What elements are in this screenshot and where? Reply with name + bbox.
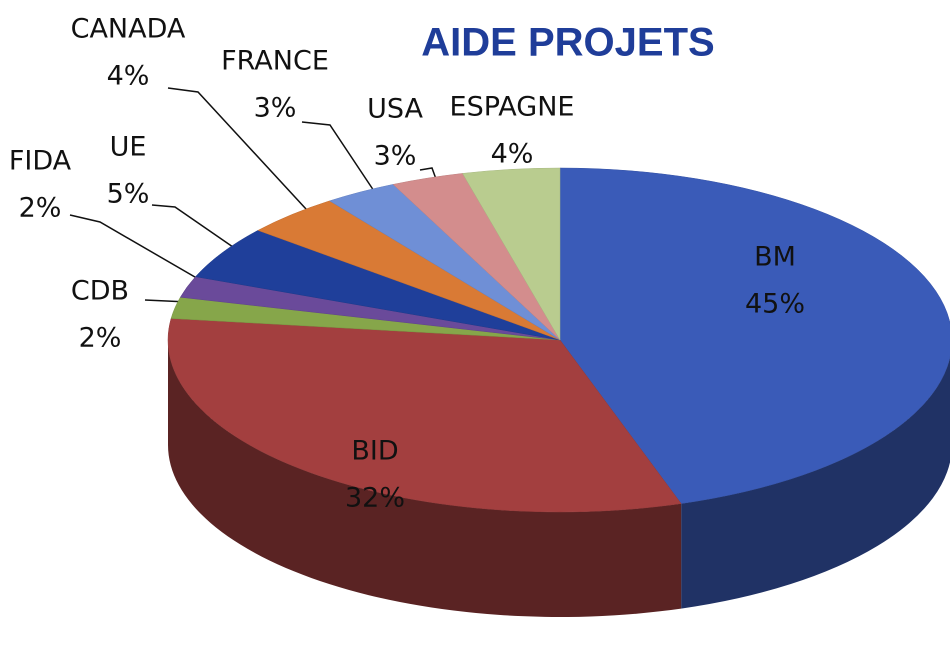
slice-label: USA: [367, 94, 423, 125]
pie-tops: [167, 167, 950, 513]
pie-sides: [168, 340, 950, 617]
slice-label: UE: [110, 132, 147, 163]
value-label: 3%: [374, 141, 417, 172]
slice-label: FIDA: [9, 146, 72, 177]
leader-line: [167, 87, 319, 223]
slice-side: [681, 357, 950, 609]
leader-line: [69, 214, 208, 285]
slice-label: FRANCE: [221, 46, 329, 77]
slice-label: ESPAGNE: [450, 92, 575, 123]
slice: [462, 167, 561, 341]
slice-label: CANADA: [71, 14, 186, 45]
slice-side: [168, 340, 682, 617]
value-label: 2%: [79, 323, 122, 354]
chart-title: AIDE PROJETS: [421, 21, 714, 65]
value-label: 2%: [19, 193, 62, 224]
value-label: 4%: [107, 61, 150, 92]
leader-line: [151, 204, 247, 257]
slice: [167, 318, 682, 513]
slice-label: BM: [754, 242, 796, 273]
slice-label: BID: [351, 436, 398, 467]
value-label: 45%: [745, 289, 805, 320]
leader-lines: [69, 87, 441, 303]
slice-label: CDB: [71, 276, 129, 307]
value-label: 4%: [491, 139, 534, 170]
value-label: 32%: [345, 483, 405, 514]
leader-line: [301, 121, 381, 201]
value-label: 3%: [254, 93, 297, 124]
value-label: 5%: [107, 179, 150, 210]
slice: [559, 167, 950, 504]
